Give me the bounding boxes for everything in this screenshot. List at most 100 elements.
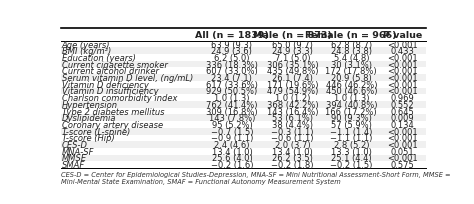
Text: <0.001: <0.001	[387, 154, 418, 163]
Text: 2.4 (4.6): 2.4 (4.6)	[214, 140, 250, 149]
Text: Current cigarette smoker: Current cigarette smoker	[62, 60, 168, 69]
Text: 62.8 (8.7): 62.8 (8.7)	[331, 40, 372, 49]
Text: −1.1 (1.4): −1.1 (1.4)	[330, 127, 373, 136]
Text: Education (years): Education (years)	[62, 54, 136, 63]
Text: 306 (35.1%): 306 (35.1%)	[267, 60, 319, 69]
Bar	[61, 88, 426, 95]
Text: 57 (5.9%): 57 (5.9%)	[331, 120, 372, 129]
Text: All (n = 1839): All (n = 1839)	[195, 30, 269, 39]
Text: 0.645: 0.645	[391, 107, 415, 116]
Text: MNA-SF: MNA-SF	[62, 147, 94, 156]
Text: <0.001: <0.001	[387, 74, 418, 83]
Text: MMSE: MMSE	[62, 154, 87, 163]
Text: 929 (50.5%): 929 (50.5%)	[206, 87, 257, 96]
Text: 166 (17.2%): 166 (17.2%)	[326, 107, 377, 116]
Text: Hypertension: Hypertension	[62, 100, 118, 109]
Text: 0.009: 0.009	[391, 114, 415, 123]
Text: <0.001: <0.001	[387, 67, 418, 76]
Text: 38 (4.4%): 38 (4.4%)	[272, 120, 313, 129]
Text: 7.1 (5.0): 7.1 (5.0)	[275, 54, 310, 63]
Text: 25.1 (4.4): 25.1 (4.4)	[331, 154, 372, 163]
Text: −0.6 (1.1): −0.6 (1.1)	[271, 134, 314, 143]
Text: 0.552: 0.552	[391, 100, 415, 109]
Text: Type 2 diabetes mellitus: Type 2 diabetes mellitus	[62, 107, 164, 116]
Text: 172 (17.8%): 172 (17.8%)	[326, 67, 377, 76]
Bar	[61, 142, 426, 148]
Text: 20.9 (5.8): 20.9 (5.8)	[331, 74, 372, 83]
Text: Dyslipidemia: Dyslipidemia	[62, 114, 116, 123]
Text: CES-D = Center for Epidemiological Studies-Depression, MNA-SF = Mini Nutritional: CES-D = Center for Epidemiological Studi…	[61, 171, 451, 184]
Text: −0.2 (1.5): −0.2 (1.5)	[330, 160, 373, 169]
Text: 13.4 (1.0): 13.4 (1.0)	[272, 147, 313, 156]
Text: −0.7 (1.5): −0.7 (1.5)	[210, 127, 253, 136]
Text: −0.3 (1.1): −0.3 (1.1)	[271, 127, 314, 136]
Text: Vitamin D insufficiency: Vitamin D insufficiency	[62, 87, 158, 96]
Text: 1.0 (1.2): 1.0 (1.2)	[275, 94, 310, 103]
Text: <0.001: <0.001	[387, 87, 418, 96]
Text: −0.9 (1.1): −0.9 (1.1)	[211, 134, 253, 143]
Text: 26.1 (7.4): 26.1 (7.4)	[272, 74, 313, 83]
Text: −0.2 (1.6): −0.2 (1.6)	[210, 160, 253, 169]
Text: 479 (54.9%): 479 (54.9%)	[267, 87, 318, 96]
Text: 25.6 (4.0): 25.6 (4.0)	[211, 154, 252, 163]
Text: Female (n = 966): Female (n = 966)	[305, 30, 397, 39]
Text: 0.969: 0.969	[391, 94, 415, 103]
Bar	[61, 128, 426, 135]
Text: 13.3 (1.0): 13.3 (1.0)	[331, 147, 372, 156]
Text: SMAF: SMAF	[62, 160, 85, 169]
Text: 13.4 (1.0): 13.4 (1.0)	[211, 147, 252, 156]
Text: 0.575: 0.575	[391, 160, 415, 169]
Bar	[61, 48, 426, 55]
Text: <0.001: <0.001	[387, 54, 418, 63]
Text: 2.0 (3.7): 2.0 (3.7)	[275, 140, 310, 149]
Text: 24.9 (3.6): 24.9 (3.6)	[211, 47, 252, 56]
Text: 23.4 (7.1): 23.4 (7.1)	[211, 74, 252, 83]
Text: T-score (L-spine): T-score (L-spine)	[62, 127, 130, 136]
Text: 309 (16.8%): 309 (16.8%)	[206, 107, 258, 116]
Text: 0.134: 0.134	[391, 120, 415, 129]
Text: 26.2 (3.5): 26.2 (3.5)	[272, 154, 313, 163]
Text: 143 (16.4%): 143 (16.4%)	[267, 107, 318, 116]
Text: Age (years): Age (years)	[62, 40, 110, 49]
Bar	[61, 61, 426, 68]
Text: CES-D: CES-D	[62, 140, 88, 149]
Text: 90 (9.3%): 90 (9.3%)	[331, 114, 372, 123]
Text: T-score (Hip): T-score (Hip)	[62, 134, 115, 143]
Text: Vitamin D deficiency: Vitamin D deficiency	[62, 80, 149, 89]
Text: 0.051: 0.051	[391, 147, 415, 156]
Text: 2.8 (5.2): 2.8 (5.2)	[334, 140, 369, 149]
Text: Charlson comorbidity index: Charlson comorbidity index	[62, 94, 177, 103]
Bar	[61, 115, 426, 122]
Text: 394 (40.8%): 394 (40.8%)	[326, 100, 377, 109]
Text: 65.0 (9.7): 65.0 (9.7)	[272, 40, 313, 49]
Text: <0.001: <0.001	[387, 60, 418, 69]
Text: 24.8 (3.8): 24.8 (3.8)	[331, 47, 372, 56]
Text: <0.001: <0.001	[387, 40, 418, 49]
Text: 1.0 (1.3): 1.0 (1.3)	[334, 94, 369, 103]
Text: 6.2 (5.0): 6.2 (5.0)	[214, 54, 250, 63]
Text: <0.001: <0.001	[387, 127, 418, 136]
Text: 336 (18.3%): 336 (18.3%)	[206, 60, 258, 69]
Text: <0.001: <0.001	[387, 134, 418, 143]
Bar	[61, 102, 426, 108]
Text: BMI (kg/m²): BMI (kg/m²)	[62, 47, 111, 56]
Text: 24.9 (3.3): 24.9 (3.3)	[272, 47, 313, 56]
Bar	[61, 75, 426, 81]
Text: 368 (42.2%): 368 (42.2%)	[267, 100, 319, 109]
Text: −1.1 (1.1): −1.1 (1.1)	[330, 134, 373, 143]
Text: Male (n = 873): Male (n = 873)	[253, 30, 332, 39]
Text: 1.0 (1.3): 1.0 (1.3)	[214, 94, 250, 103]
Text: −0.2 (1.8): −0.2 (1.8)	[271, 160, 314, 169]
Text: 446 (46.2%): 446 (46.2%)	[326, 80, 377, 89]
Text: Current alcohol drinker: Current alcohol drinker	[62, 67, 159, 76]
Text: 53 (6.1%): 53 (6.1%)	[272, 114, 313, 123]
Text: Coronary artery disease: Coronary artery disease	[62, 120, 163, 129]
Text: <0.001: <0.001	[387, 140, 418, 149]
Text: 762 (41.4%): 762 (41.4%)	[206, 100, 258, 109]
Text: 63.9 (9.3): 63.9 (9.3)	[211, 40, 252, 49]
Text: 617 (33.6%): 617 (33.6%)	[206, 80, 258, 89]
Text: 607 (33.0%): 607 (33.0%)	[206, 67, 258, 76]
Text: 450 (46.6%): 450 (46.6%)	[326, 87, 377, 96]
Text: 0.433: 0.433	[391, 47, 415, 56]
Bar	[61, 155, 426, 162]
